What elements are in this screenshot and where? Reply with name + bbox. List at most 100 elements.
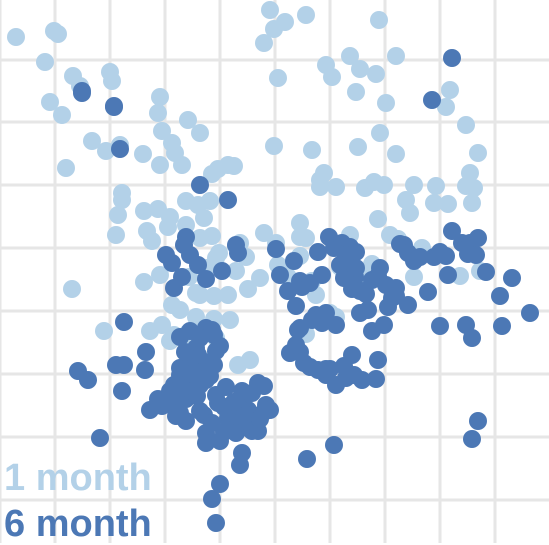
point-6-month-192 [443,49,461,67]
point-6-month-24 [279,282,297,300]
point-6-month-95 [327,376,345,394]
point-6-month-165 [233,382,251,400]
point-1-month-11 [149,104,167,122]
point-1-month-89 [401,204,419,222]
series-1-month [7,1,489,374]
point-6-month-172 [261,401,279,419]
point-6-month-63 [477,263,495,281]
point-1-month-90 [369,210,387,228]
point-6-month-25 [309,243,327,261]
point-1-month-18 [134,145,152,163]
point-1-month-3 [36,53,54,71]
point-6-month-64 [491,287,509,305]
point-6-month-191 [423,91,441,109]
point-6-month-176 [203,490,221,508]
point-1-month-69 [303,141,321,159]
point-6-month-2 [111,140,129,158]
point-6-month-174 [231,456,249,474]
point-1-month-36 [225,157,243,175]
point-6-month-67 [493,317,511,335]
point-6-month-4 [219,191,237,209]
point-1-month-120 [221,311,239,329]
legend-label-6-month: 6 month [4,505,152,543]
point-1-month-88 [463,194,481,212]
point-1-month-6 [103,72,121,90]
point-1-month-82 [469,144,487,162]
point-1-month-58 [351,60,369,78]
point-6-month-38 [347,259,365,277]
point-1-month-67 [387,145,405,163]
point-6-month-127 [141,401,159,419]
point-1-month-23 [57,159,75,177]
point-6-month-55 [437,247,455,265]
point-6-month-72 [387,287,405,305]
point-6-month-185 [207,514,225,532]
point-6-month-12 [175,236,193,254]
point-6-month-94 [335,357,353,375]
point-6-month-11 [173,268,191,286]
point-1-month-105 [291,228,309,246]
point-1-month-14 [191,124,209,142]
point-6-month-65 [503,269,521,287]
legend-label-1-month: 1 month [4,459,152,497]
point-1-month-73 [311,178,329,196]
point-1-month-117 [171,301,189,319]
point-6-month-58 [439,266,457,284]
point-1-month-78 [427,177,445,195]
point-6-month-18 [271,266,289,284]
point-1-month-40 [159,218,177,236]
point-1-month-2 [49,25,67,43]
point-1-month-0 [7,28,25,46]
point-1-month-128 [219,286,237,304]
point-1-month-19 [151,156,169,174]
point-6-month-62 [469,229,487,247]
point-6-month-19 [285,252,303,270]
point-6-month-186 [298,450,316,468]
point-1-month-59 [323,68,341,86]
point-1-month-72 [327,178,345,196]
point-1-month-37 [195,209,213,227]
point-6-month-61 [467,246,485,264]
point-6-month-3 [191,176,209,194]
point-1-month-8 [53,106,71,124]
point-6-month-75 [351,304,369,322]
point-6-month-189 [469,412,487,430]
point-1-month-54 [255,34,273,52]
point-6-month-184 [181,322,199,340]
point-6-month-190 [91,429,109,447]
point-6-month-130 [107,356,125,374]
point-1-month-66 [349,138,367,156]
point-6-month-180 [173,379,191,397]
point-1-month-55 [269,69,287,87]
point-1-month-60 [347,83,365,101]
point-6-month-194 [105,98,123,116]
point-6-month-17 [267,240,285,258]
point-1-month-26 [113,191,131,209]
point-6-month-90 [369,351,387,369]
point-1-month-102 [405,268,423,286]
point-6-month-196 [217,378,235,396]
point-6-month-195 [113,382,131,400]
point-6-month-52 [419,283,437,301]
point-1-month-63 [387,47,405,65]
point-1-month-126 [241,351,259,369]
point-6-month-15 [213,262,231,280]
point-6-month-188 [463,430,481,448]
point-1-month-107 [95,322,113,340]
point-6-month-153 [171,404,189,422]
point-6-month-132 [69,362,87,380]
point-6-month-177 [191,402,209,420]
point-1-month-129 [63,280,81,298]
point-1-month-38 [201,192,219,210]
point-6-month-26 [313,266,331,284]
point-6-month-69 [431,317,449,335]
point-6-month-66 [521,304,539,322]
point-6-month-70 [463,329,481,347]
point-6-month-89 [375,316,393,334]
point-1-month-50 [261,1,279,19]
point-1-month-53 [370,11,388,29]
point-1-month-41 [107,226,125,244]
point-1-month-10 [151,88,169,106]
point-6-month-101 [287,336,305,354]
point-1-month-22 [173,156,191,174]
